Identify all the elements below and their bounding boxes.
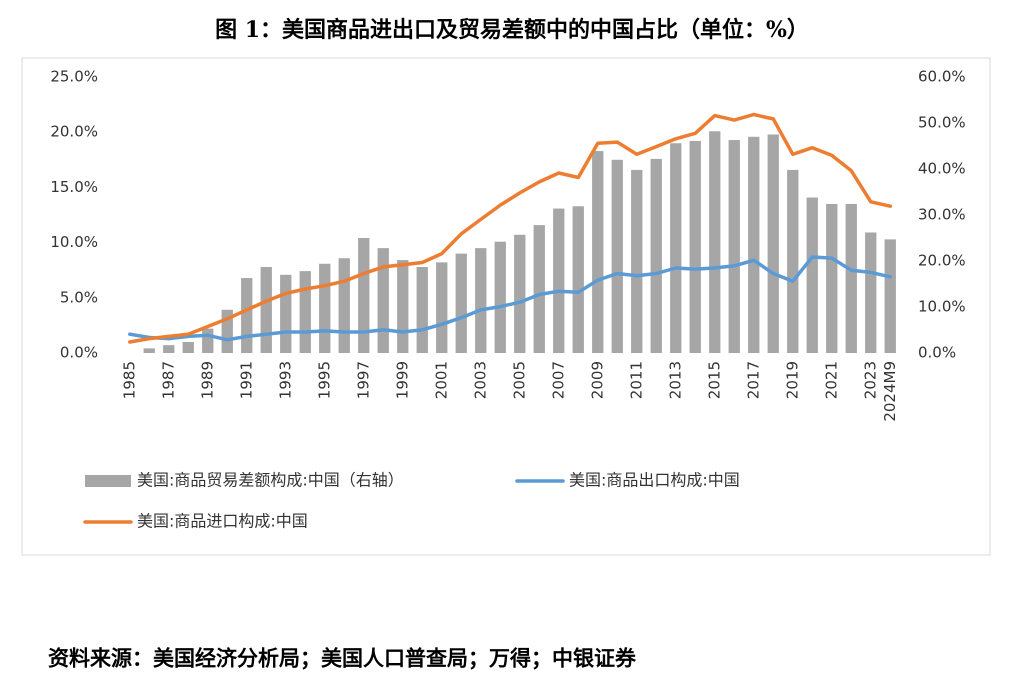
y-tick-label: 15.0% [50,178,98,196]
x-tick-label: 2007 [549,361,567,399]
bar [494,241,506,353]
bar [377,248,389,353]
x-tick-label: 2001 [432,361,450,399]
x-tick-label: 1997 [354,361,372,399]
y2-tick-label: 40.0% [918,160,966,178]
bar [767,134,779,353]
bar [533,225,545,353]
y-tick-label: 5.0% [60,288,98,306]
bar [670,143,682,353]
y2-tick-label: 10.0% [918,298,966,316]
y-tick-label: 20.0% [50,123,98,141]
y-tick-label: 0.0% [60,344,98,362]
bar [748,136,760,353]
bar [241,278,253,353]
bar [514,234,526,353]
x-tick-label: 2019 [783,361,801,399]
legend-label: 美国:商品出口构成:中国 [569,471,740,490]
source-note: 资料来源：美国经济分析局；美国人口普查局；万得；中银证券 [48,646,637,671]
legend-label: 美国:商品进口构成:中国 [137,512,308,531]
bar [689,140,701,353]
chart-title: 图 1：美国商品进出口及贸易差额中的中国占比（单位：%） [215,17,809,43]
chart-frame [21,57,991,556]
x-tick-label: 2021 [822,361,840,399]
bar [865,232,877,353]
y2-tick-label: 0.0% [918,344,956,362]
x-tick-label: 1999 [393,361,411,399]
bar [728,140,740,353]
x-tick-label: 2024M9 [881,361,899,422]
bar [826,203,838,353]
y2-tick-label: 60.0% [918,68,966,86]
x-tick-label: 1985 [120,361,138,399]
x-tick-label: 2003 [471,361,489,399]
x-tick-label: 2015 [705,361,723,399]
x-tick-label: 2005 [510,361,528,399]
bar [572,206,584,353]
bar [455,253,467,353]
bar [416,266,428,353]
bar [553,208,565,353]
bar [611,159,623,353]
x-tick-label: 1995 [315,361,333,399]
bar [260,266,272,353]
bar [845,203,857,353]
x-tick-label: 2009 [588,361,606,399]
bar [436,262,448,353]
y2-tick-label: 20.0% [918,252,966,270]
bar [280,274,292,353]
bar [143,348,155,353]
x-tick-label: 1991 [237,361,255,399]
legend-swatch [85,475,131,487]
line [128,255,893,342]
y2-tick-label: 50.0% [918,114,966,132]
legend-label: 美国:商品贸易差额构成:中国（右轴） [137,471,404,490]
bar [650,158,662,353]
bar [397,260,409,353]
bar [806,197,818,353]
bar [631,169,643,353]
line [128,112,893,344]
bar [299,271,311,353]
bar [221,309,233,353]
x-tick-label: 2013 [666,361,684,399]
bar [338,258,350,353]
bar [319,263,331,353]
x-tick-label: 2023 [861,361,879,399]
x-tick-label: 1993 [276,361,294,399]
bar [202,328,214,353]
x-tick-label: 1987 [159,361,177,399]
bar [475,248,487,353]
y-tick-label: 10.0% [50,233,98,251]
y2-tick-label: 30.0% [918,206,966,224]
x-tick-label: 1989 [198,361,216,399]
bar [787,169,799,353]
bar [709,131,721,353]
bar [884,239,896,353]
bar [163,345,175,353]
x-tick-label: 2017 [744,361,762,399]
bar [182,341,194,353]
y-tick-label: 25.0% [50,68,98,86]
bar [358,238,370,353]
bar [592,151,604,353]
x-tick-label: 2011 [627,361,645,399]
